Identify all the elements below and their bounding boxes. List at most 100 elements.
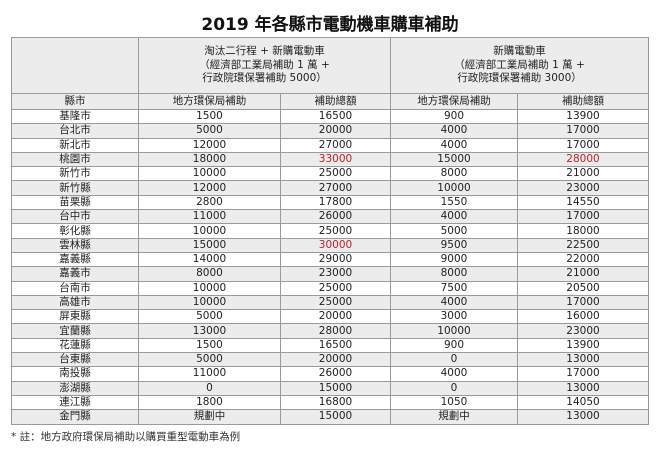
- value-cell: 規劃中: [138, 409, 281, 425]
- value-cell: 16500: [280, 108, 391, 125]
- value-cell: 8000: [390, 166, 518, 182]
- value-cell: 12000: [138, 137, 281, 153]
- table-row: 台南市 10000 25000 7500 20500: [11, 280, 649, 296]
- table-row: 南投縣 11000 26000 4000 17000: [11, 366, 649, 382]
- group-header-scrap-and-new: 淘汰二行程 + 新購電動車 （經濟部工業局補助 1 萬 + 行政院環保署補助 5…: [138, 37, 391, 94]
- table-row: 金門縣 規劃中 15000 規劃中 13000: [11, 409, 649, 425]
- value-cell: 18000: [138, 151, 281, 168]
- county-cell: 高雄市: [11, 294, 139, 311]
- county-cell: 雲林縣: [11, 237, 139, 253]
- county-cell: 台南市: [11, 280, 139, 296]
- group-header-line: 淘汰二行程 + 新購電動車: [204, 45, 325, 58]
- value-cell: 28000: [280, 323, 391, 339]
- value-cell: 17000: [517, 137, 649, 153]
- value-cell: 12000: [138, 180, 281, 196]
- table-row: 高雄市 10000 25000 4000 17000: [11, 294, 649, 311]
- value-cell: 25000: [280, 280, 391, 296]
- value-cell: 23000: [517, 323, 649, 339]
- county-cell: 屏東縣: [11, 309, 139, 325]
- value-cell: 17000: [517, 366, 649, 382]
- value-cell: 27000: [280, 137, 391, 153]
- county-cell: 彰化縣: [11, 223, 139, 239]
- value-cell: 20000: [280, 123, 391, 139]
- table-row: 桃園市 18000 33000 15000 28000: [11, 151, 649, 168]
- value-cell: 22500: [517, 237, 649, 253]
- footnote: * 註：地方政府環保局補助以購買重型電動車為例: [11, 431, 241, 443]
- column-header: 縣市: [11, 93, 139, 110]
- table-row: 台東縣 5000 20000 0 13000: [11, 352, 649, 368]
- value-cell: 13900: [517, 108, 649, 125]
- value-cell: 1500: [138, 108, 281, 125]
- county-cell: 澎湖縣: [11, 380, 139, 396]
- value-cell: 20000: [280, 352, 391, 368]
- table-row: 新竹市 10000 25000 8000 21000: [11, 166, 649, 182]
- value-cell: 26000: [280, 366, 391, 382]
- value-cell: 13000: [138, 323, 281, 339]
- group-header-line: 新購電動車: [493, 45, 546, 58]
- value-cell: 900: [390, 337, 518, 354]
- value-cell: 13000: [517, 352, 649, 368]
- value-cell: 0: [390, 352, 518, 368]
- value-cell: 10000: [138, 166, 281, 182]
- county-cell: 桃園市: [11, 151, 139, 168]
- group-header-line: 行政院環保署補助 3000）: [457, 72, 582, 85]
- table-row: 宜蘭縣 13000 28000 10000 23000: [11, 323, 649, 339]
- empty-header-cell: [11, 37, 139, 94]
- value-cell: 1050: [390, 394, 518, 411]
- table-row: 新北市 12000 27000 4000 17000: [11, 137, 649, 153]
- value-cell: 9000: [390, 251, 518, 268]
- value-cell: 20000: [280, 309, 391, 325]
- value-cell: 4000: [390, 366, 518, 382]
- value-cell: 16500: [280, 337, 391, 354]
- value-cell: 33000: [280, 151, 391, 168]
- table-row: 台北市 5000 20000 4000 17000: [11, 123, 649, 139]
- county-cell: 台東縣: [11, 352, 139, 368]
- value-cell: 17000: [517, 123, 649, 139]
- value-cell: 1800: [138, 394, 281, 411]
- county-cell: 宜蘭縣: [11, 323, 139, 339]
- value-cell: 30000: [280, 237, 391, 253]
- table-row: 新竹縣 12000 27000 10000 23000: [11, 180, 649, 196]
- county-cell: 花蓮縣: [11, 337, 139, 354]
- value-cell: 13900: [517, 337, 649, 354]
- table-row: 連江縣 1800 16800 1050 14050: [11, 394, 649, 411]
- county-cell: 台中市: [11, 209, 139, 225]
- value-cell: 21000: [517, 266, 649, 282]
- value-cell: 8000: [138, 266, 281, 282]
- county-cell: 嘉義市: [11, 266, 139, 282]
- value-cell: 900: [390, 108, 518, 125]
- table-row: 花蓮縣 1500 16500 900 13900: [11, 337, 649, 354]
- value-cell: 15000: [280, 409, 391, 425]
- value-cell: 21000: [517, 166, 649, 182]
- value-cell: 5000: [138, 123, 281, 139]
- value-cell: 2800: [138, 194, 281, 211]
- column-header: 補助總額: [517, 93, 649, 110]
- value-cell: 0: [390, 380, 518, 396]
- value-cell: 7500: [390, 280, 518, 296]
- subsidy-table: 淘汰二行程 + 新購電動車 （經濟部工業局補助 1 萬 + 行政院環保署補助 5…: [11, 37, 649, 425]
- value-cell: 27000: [280, 180, 391, 196]
- group-header-line: （經濟部工業局補助 1 萬 +: [454, 58, 585, 71]
- value-cell: 10000: [138, 280, 281, 296]
- value-cell: 9500: [390, 237, 518, 253]
- value-cell: 20500: [517, 280, 649, 296]
- value-cell: 10000: [138, 294, 281, 311]
- value-cell: 18000: [517, 223, 649, 239]
- county-cell: 金門縣: [11, 409, 139, 425]
- value-cell: 14050: [517, 394, 649, 411]
- table-row: 嘉義市 8000 23000 8000 21000: [11, 266, 649, 282]
- value-cell: 5000: [138, 352, 281, 368]
- county-cell: 台北市: [11, 123, 139, 139]
- value-cell: 15000: [390, 151, 518, 168]
- value-cell: 15000: [138, 237, 281, 253]
- value-cell: 4000: [390, 123, 518, 139]
- column-header: 地方環保局補助: [390, 93, 518, 110]
- value-cell: 16800: [280, 394, 391, 411]
- value-cell: 11000: [138, 209, 281, 225]
- value-cell: 13000: [517, 380, 649, 396]
- value-cell: 14550: [517, 194, 649, 211]
- column-header: 地方環保局補助: [138, 93, 281, 110]
- table-row: 台中市 11000 26000 4000 17000: [11, 209, 649, 225]
- table-row: 彰化縣 10000 25000 5000 18000: [11, 223, 649, 239]
- value-cell: 22000: [517, 251, 649, 268]
